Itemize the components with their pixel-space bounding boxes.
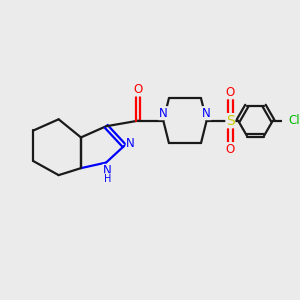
Text: H: H (104, 174, 111, 184)
Text: O: O (226, 143, 235, 156)
Text: N: N (202, 106, 211, 120)
Text: N: N (126, 137, 135, 150)
Text: N: N (103, 164, 112, 177)
Text: N: N (159, 106, 167, 120)
Text: S: S (226, 114, 235, 128)
Text: Cl: Cl (289, 114, 300, 127)
Text: O: O (134, 83, 143, 96)
Text: O: O (226, 86, 235, 99)
